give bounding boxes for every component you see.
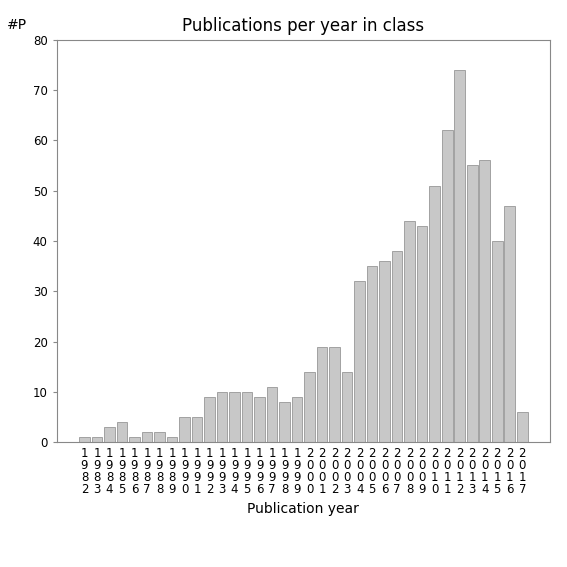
Bar — [204, 397, 215, 442]
Bar — [480, 160, 490, 442]
Bar — [454, 70, 465, 442]
Bar — [417, 226, 428, 442]
Bar — [266, 387, 277, 442]
Bar — [292, 397, 302, 442]
Bar — [442, 130, 452, 442]
Bar — [429, 185, 440, 442]
Bar — [492, 241, 502, 442]
Bar — [367, 266, 378, 442]
Bar — [342, 372, 353, 442]
Bar — [317, 346, 327, 442]
Bar — [129, 437, 140, 442]
Bar — [517, 412, 527, 442]
Bar — [304, 372, 315, 442]
Bar — [329, 346, 340, 442]
Bar — [179, 417, 190, 442]
Bar — [192, 417, 202, 442]
Bar — [92, 437, 102, 442]
Bar — [254, 397, 265, 442]
Title: Publications per year in class: Publications per year in class — [182, 18, 425, 35]
Bar — [404, 221, 415, 442]
Bar — [104, 427, 115, 442]
Bar — [280, 402, 290, 442]
Bar — [79, 437, 90, 442]
Bar — [217, 392, 227, 442]
Bar — [379, 261, 390, 442]
Bar — [392, 251, 403, 442]
Bar — [467, 166, 477, 442]
Bar — [142, 432, 153, 442]
Bar — [229, 392, 240, 442]
Bar — [354, 281, 365, 442]
Bar — [167, 437, 177, 442]
Bar — [117, 422, 127, 442]
X-axis label: Publication year: Publication year — [247, 502, 359, 515]
Bar — [242, 392, 252, 442]
Y-axis label: #P: #P — [7, 18, 27, 32]
Bar — [505, 206, 515, 442]
Bar — [154, 432, 165, 442]
